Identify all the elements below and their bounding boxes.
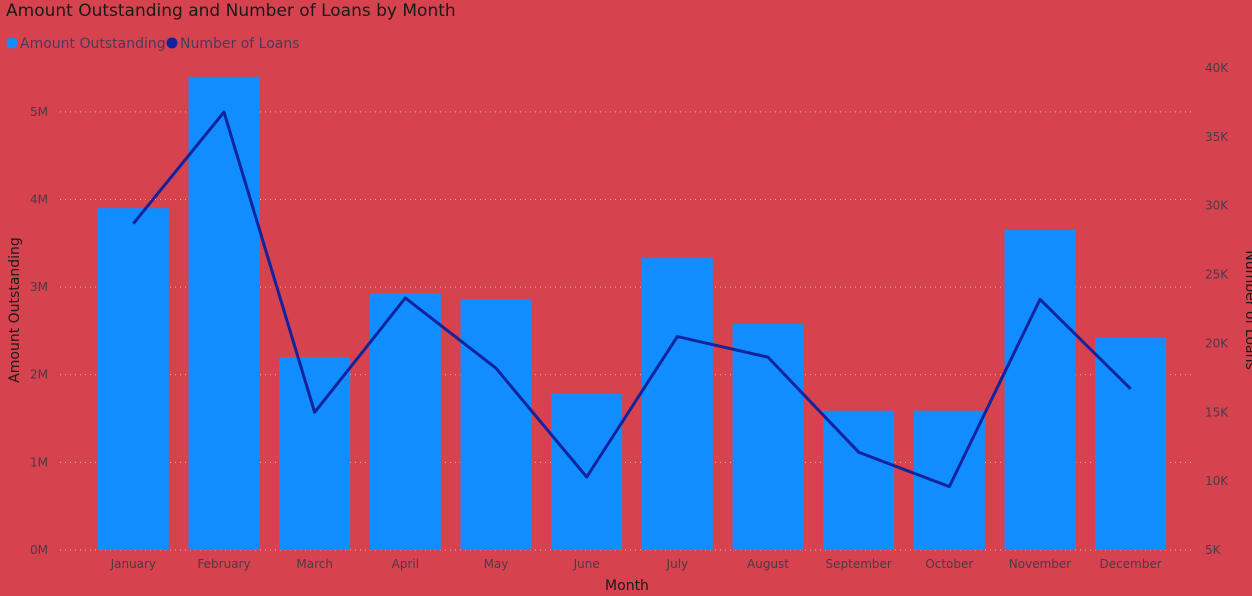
x-axis-ticks: January February March April May June July Augu… [110, 557, 1162, 571]
y-tick-label: 2M [30, 368, 48, 382]
bar-july[interactable] [641, 258, 713, 550]
y2-tick-label: 40K [1205, 61, 1229, 75]
x-axis-title: Month [605, 578, 649, 594]
x-tick-label: April [392, 557, 419, 571]
y-axis-title: Amount Outstanding [7, 237, 23, 383]
y2-tick-label: 25K [1205, 268, 1229, 282]
x-tick-label: February [197, 557, 250, 571]
y2-tick-label: 30K [1205, 199, 1229, 213]
bar-september[interactable] [823, 410, 895, 550]
x-tick-label: September [826, 557, 892, 571]
bar-november[interactable] [1004, 230, 1076, 551]
x-tick-label: August [747, 557, 789, 571]
x-tick-label: January [110, 557, 157, 571]
y-tick-label: 4M [30, 192, 48, 206]
x-tick-label: November [1009, 557, 1071, 571]
bar-october[interactable] [913, 410, 985, 550]
y-tick-label: 3M [30, 280, 48, 294]
y-axis-ticks: 0M 1M 2M 3M 4M 5M [30, 105, 48, 557]
bar-march[interactable] [279, 357, 351, 550]
legend-label-number-of-loans: Number of Loans [180, 36, 300, 52]
x-tick-label: June [573, 557, 600, 571]
legend-item-number-of-loans[interactable]: Number of Loans [166, 36, 300, 52]
x-tick-label: December [1100, 557, 1162, 571]
bar-april[interactable] [369, 293, 441, 550]
bar-august[interactable] [732, 323, 804, 550]
x-tick-label: May [484, 557, 509, 571]
y-tick-label: 5M [30, 105, 48, 119]
chart-title: Amount Outstanding and Number of Loans b… [6, 1, 456, 21]
legend: Amount Outstanding Number of Loans [6, 36, 300, 52]
legend-label-amount-outstanding: Amount Outstanding [20, 36, 166, 52]
x-tick-label: March [296, 557, 333, 571]
y-tick-label: 0M [30, 543, 48, 557]
y2-tick-label: 20K [1205, 336, 1229, 350]
bar-june[interactable] [551, 394, 623, 550]
x-tick-label: July [666, 557, 689, 571]
bar-december[interactable] [1095, 337, 1167, 550]
legend-item-amount-outstanding[interactable]: Amount Outstanding [6, 36, 166, 52]
legend-marker-number-of-loans [166, 37, 178, 49]
bar-january[interactable] [97, 208, 169, 550]
y2-tick-label: 35K [1205, 130, 1229, 144]
line-path [132, 110, 1132, 489]
y2-axis-ticks: 5K 10K 15K 20K 25K 30K 35K 40K [1205, 61, 1229, 557]
bar-february[interactable] [188, 76, 260, 550]
y2-tick-label: 5K [1205, 543, 1222, 557]
y2-tick-label: 10K [1205, 474, 1229, 488]
x-tick-label: October [925, 557, 973, 571]
legend-marker-amount-outstanding [6, 37, 18, 49]
bar-series-amount-outstanding [97, 76, 1167, 551]
bar-may[interactable] [460, 299, 532, 550]
y2-tick-label: 15K [1205, 405, 1229, 419]
y2-axis-title: Number of Loans [1242, 250, 1252, 370]
line-series-number-of-loans [132, 110, 1132, 489]
y-tick-label: 1M [30, 455, 48, 469]
